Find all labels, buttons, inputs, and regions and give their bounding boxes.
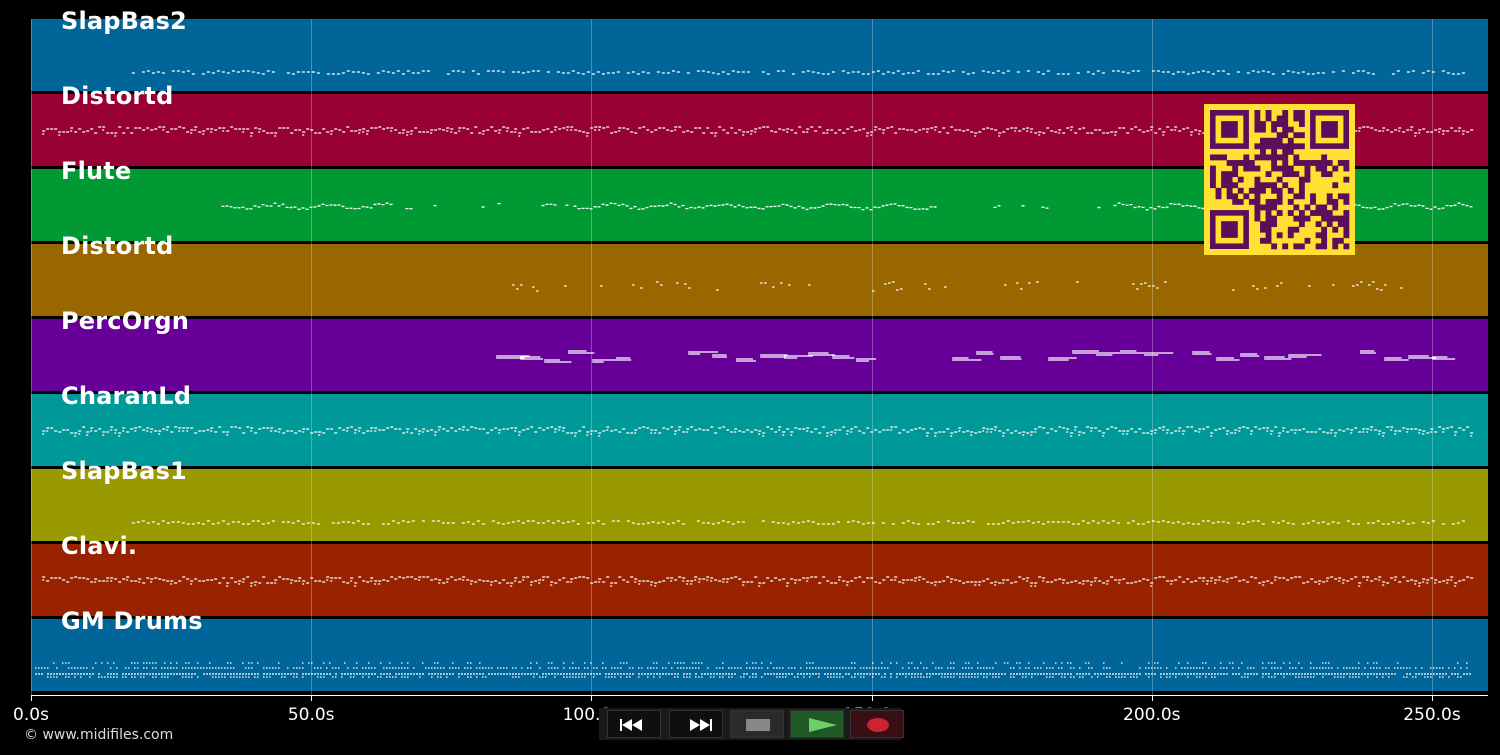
axis-tick-label: 250.0s (1403, 705, 1461, 725)
track-row[interactable]: GM Drums (31, 607, 1488, 691)
grid-line (871, 19, 873, 695)
play-button[interactable] (790, 710, 844, 738)
axis-tick-label: 200.0s (1123, 705, 1181, 725)
note-marks (512, 281, 1403, 292)
track-row[interactable]: Clavi. (31, 532, 1488, 616)
grid-line (311, 19, 313, 695)
qr-code (1204, 104, 1355, 255)
axis-tick (871, 695, 873, 701)
axis-tick-label: 0.0s (13, 705, 49, 725)
note-pattern (42, 576, 1474, 587)
grid-line (1151, 19, 1153, 695)
axis-tick (591, 695, 593, 701)
grid-line (1431, 19, 1433, 695)
fast-forward-icon (690, 719, 712, 731)
track-name: GM Drums (61, 607, 203, 635)
note-marks (131, 70, 1465, 75)
note-marks (35, 662, 1471, 678)
track-name: Flute (61, 157, 132, 185)
stop-icon (746, 719, 770, 731)
time-axis-line (31, 695, 1488, 696)
track-name: CharanLd (61, 382, 192, 410)
note-pattern (131, 70, 1465, 75)
note-pattern (42, 426, 1474, 437)
copyright-text: © www.midifiles.com (24, 727, 174, 743)
record-button[interactable] (850, 710, 904, 738)
note-pattern (496, 350, 1456, 363)
rewind-button[interactable] (607, 710, 661, 738)
grid-line (591, 19, 593, 695)
track-name: Distortd (61, 232, 174, 260)
track-row[interactable]: PercOrgn (31, 307, 1488, 391)
track-name: Clavi. (61, 532, 138, 560)
axis-tick (1431, 695, 1433, 701)
track-row[interactable]: CharanLd (31, 382, 1488, 466)
note-pattern (35, 662, 1471, 678)
note-pattern (512, 281, 1403, 292)
note-marks (131, 520, 1465, 525)
track-row[interactable]: SlapBas2 (31, 7, 1488, 91)
note-marks (42, 576, 1474, 587)
fast-forward-button[interactable] (669, 710, 723, 738)
track-name: PercOrgn (61, 307, 190, 335)
note-pattern (131, 520, 1465, 525)
axis-tick (1151, 695, 1153, 701)
rewind-icon (620, 719, 642, 731)
qr-pattern (1210, 110, 1350, 250)
track-name: SlapBas1 (61, 457, 187, 485)
stop-button[interactable] (730, 710, 784, 738)
note-marks (42, 426, 1474, 437)
track-row[interactable]: SlapBas1 (31, 457, 1488, 541)
track-name: SlapBas2 (61, 7, 187, 35)
transport-bar (599, 708, 904, 740)
track-name: Distortd (61, 82, 174, 110)
play-icon (809, 718, 837, 732)
axis-tick (311, 695, 313, 701)
grid-line (31, 19, 32, 695)
axis-tick-label: 50.0s (287, 705, 335, 725)
record-icon (867, 718, 889, 732)
axis-tick (31, 695, 32, 701)
track-row[interactable]: Distortd (31, 232, 1488, 316)
note-marks (496, 350, 1456, 363)
